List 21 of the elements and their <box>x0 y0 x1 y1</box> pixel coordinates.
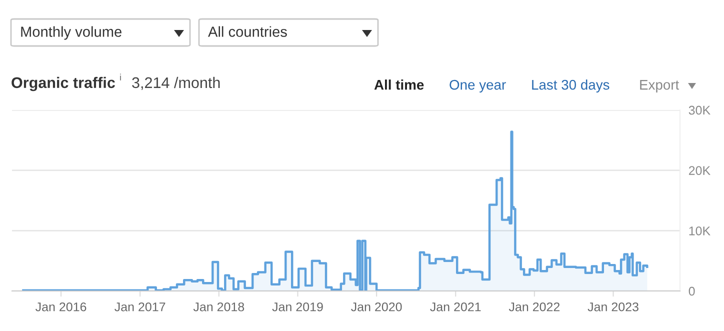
y-tick-label: 10K <box>689 226 710 236</box>
x-tick-label: Jan 2020 <box>351 302 402 312</box>
text: i <box>120 74 121 80</box>
text: Last 30 days <box>532 80 610 92</box>
text: Monthly volume <box>21 26 122 40</box>
x-tick-label: Jan 2022 <box>508 302 560 312</box>
y-tick-label: 20K <box>688 166 710 175</box>
x-tick-label: Jan 2019 <box>272 302 323 312</box>
x-tick-label: Jan 2021 <box>430 302 481 312</box>
text: One year <box>450 80 506 92</box>
x-tick-label: Jan 2018 <box>193 302 244 312</box>
x-tick-label: Jan 2017 <box>114 302 166 312</box>
text: Export <box>640 80 680 92</box>
x-tick-label: Jan 2023 <box>588 302 638 312</box>
chart-subtitle: 3,214 /month <box>132 76 220 90</box>
text: All time <box>374 80 424 90</box>
chart-title: Organic traffic <box>12 76 115 92</box>
y-tick-label: 0 <box>688 286 695 296</box>
text: All countries <box>208 26 287 37</box>
x-tick-label: Jan 2016 <box>36 302 86 312</box>
y-tick-label: 30K <box>688 106 710 115</box>
